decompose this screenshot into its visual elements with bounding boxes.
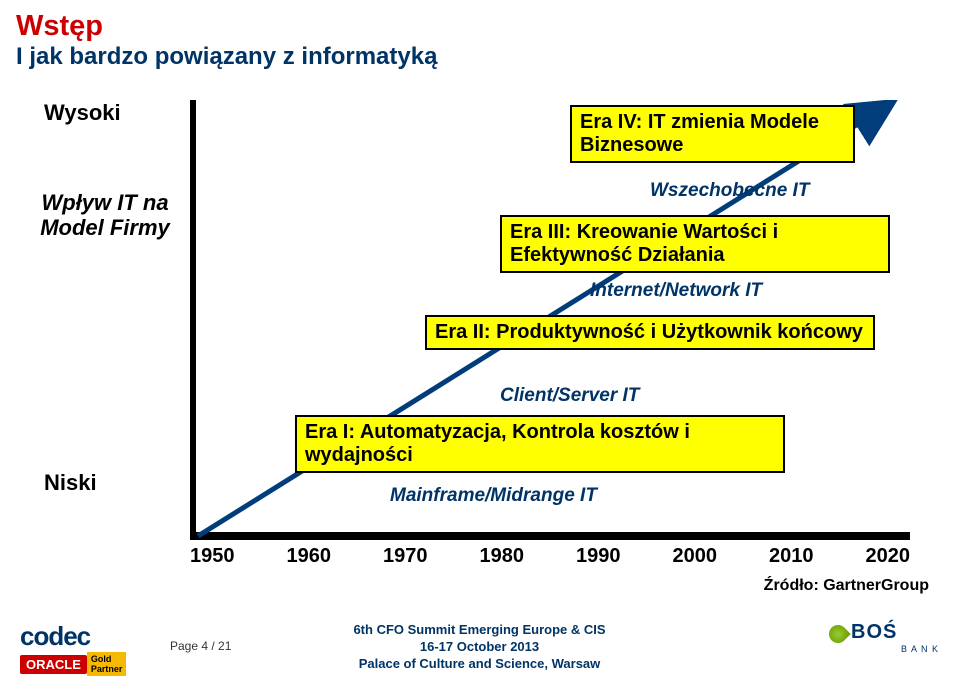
y-label-mid: Wpływ IT na Model Firmy [40,190,170,241]
tech-label-2: Client/Server IT [500,385,639,407]
footer-center: 6th CFO Summit Emerging Europe & CIS 16-… [0,622,959,673]
page-title: Wstęp [16,10,959,43]
xtick: 1990 [576,545,621,568]
xtick: 2010 [769,545,814,568]
tech-label-1: Mainframe/Midrange IT [390,485,597,507]
chart-container: Wysoki Wpływ IT na Model Firmy Niski Era… [40,100,920,580]
logo-bos: BOŚ B A N K [829,621,939,669]
y-label-high: Wysoki [44,100,121,126]
source-caption: Źródło: GartnerGroup [764,577,929,595]
era-box-1: Era I: Automatyzacja, Kontrola kosztów i… [295,415,785,473]
era-box-2: Era II: Produktywność i Użytkownik końco… [425,315,875,350]
tech-label-4: Wszechobecne IT [650,180,809,202]
xtick: 1960 [287,545,332,568]
page-subtitle: I jak bardzo powiązany z informatyką [16,43,959,71]
era-box-4: Era IV: IT zmienia Modele Biznesowe [570,105,855,163]
y-label-low: Niski [44,470,97,496]
footer-line2: 16-17 October 2013 [420,639,539,654]
tech-label-3: Internet/Network IT [590,280,762,302]
footer-line1: 6th CFO Summit Emerging Europe & CIS [353,622,605,637]
chart-plot: Era IV: IT zmienia Modele Biznesowe Era … [190,100,910,540]
xtick: 2020 [866,545,911,568]
xtick: 1950 [190,545,235,568]
xtick: 1970 [383,545,428,568]
xtick: 1980 [480,545,525,568]
xtick: 2000 [673,545,718,568]
era-box-3: Era III: Kreowanie Wartości i Efektywnoś… [500,215,890,273]
footer-line3: Palace of Culture and Science, Warsaw [359,656,601,671]
x-ticks: 1950 1960 1970 1980 1990 2000 2010 2020 [190,545,910,568]
